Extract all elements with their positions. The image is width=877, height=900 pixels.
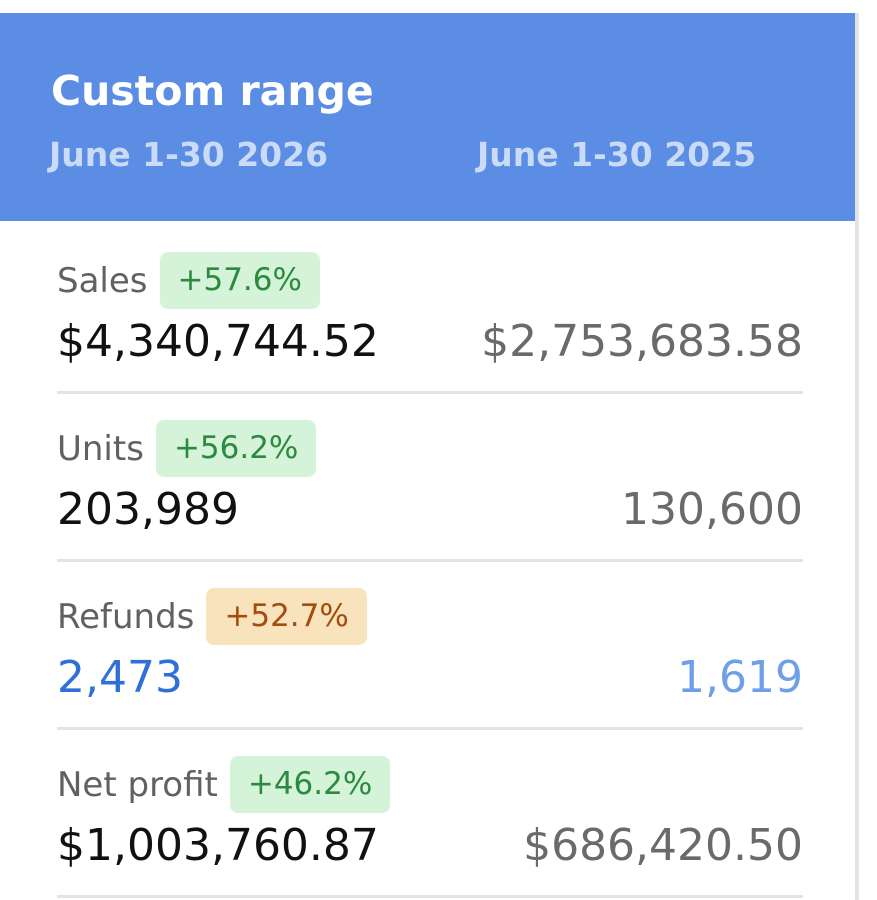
metric-values: 2,473 1,619 — [57, 652, 803, 708]
metric-label-row: Refunds +52.7% — [57, 588, 367, 645]
divider — [57, 559, 803, 562]
metric-label: Units — [57, 428, 144, 469]
current-refunds-link[interactable]: 2,473 — [57, 652, 183, 703]
metric-values: $1,003,760.87 $686,420.50 — [57, 820, 803, 876]
current-period-label: June 1-30 2026 — [49, 135, 329, 174]
range-title: Custom range — [51, 67, 374, 115]
metric-units: Units +56.2% 203,989 130,600 — [57, 420, 803, 588]
metric-label-row: Net profit +46.2% — [57, 756, 391, 813]
current-value: 203,989 — [57, 484, 239, 535]
metric-label: Sales — [57, 260, 148, 301]
metric-sales: Sales +57.6% $4,340,744.52 $2,753,683.58 — [57, 252, 803, 420]
divider — [57, 727, 803, 730]
previous-refunds-link[interactable]: 1,619 — [677, 652, 803, 703]
metric-values: 203,989 130,600 — [57, 484, 803, 540]
divider — [57, 895, 803, 898]
metric-label-row: Units +56.2% — [57, 420, 317, 477]
change-badge: +52.7% — [206, 588, 367, 645]
previous-period-label: June 1-30 2025 — [477, 135, 757, 174]
change-badge: +46.2% — [229, 756, 391, 813]
card-header: Custom range June 1-30 2026 June 1-30 20… — [0, 13, 855, 221]
metric-values: $4,340,744.52 $2,753,683.58 — [57, 316, 803, 372]
previous-value: $686,420.50 — [523, 820, 803, 871]
change-badge: +57.6% — [159, 252, 320, 309]
metric-label-row: Sales +57.6% — [57, 252, 320, 309]
change-badge: +56.2% — [155, 420, 317, 477]
previous-value: 130,600 — [621, 484, 803, 535]
metric-refunds[interactable]: Refunds +52.7% 2,473 1,619 — [57, 588, 803, 756]
metric-net-profit: Net profit +46.2% $1,003,760.87 $686,420… — [57, 756, 803, 900]
current-value: $1,003,760.87 — [57, 820, 379, 871]
divider — [57, 391, 803, 394]
metric-label: Net profit — [57, 764, 218, 805]
current-value: $4,340,744.52 — [57, 316, 379, 367]
previous-value: $2,753,683.58 — [481, 316, 803, 367]
summary-card: Custom range June 1-30 2026 June 1-30 20… — [0, 13, 859, 900]
metric-label: Refunds — [57, 596, 195, 637]
